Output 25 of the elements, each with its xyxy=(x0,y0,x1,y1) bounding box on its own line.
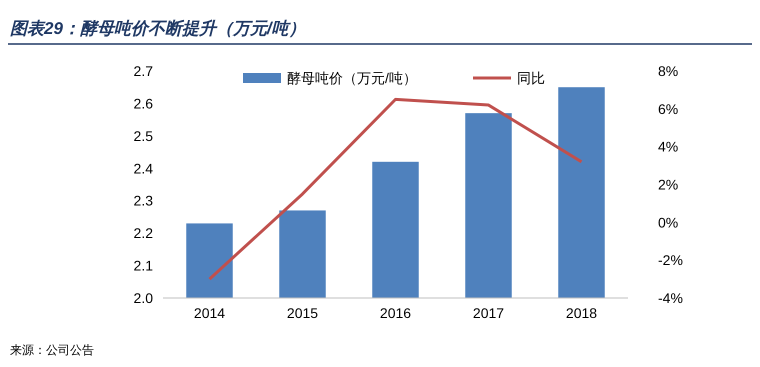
y2-tick-label: -4% xyxy=(658,290,683,306)
x-tick-label: 2017 xyxy=(472,305,504,321)
line-series xyxy=(208,98,583,281)
legend-label: 同比 xyxy=(517,70,545,86)
y2-tick-label: 4% xyxy=(658,138,678,155)
y2-tick-label: 8% xyxy=(658,63,678,79)
y-tick-label: 2.5 xyxy=(134,128,154,144)
y2-tick-label: 0% xyxy=(658,214,678,230)
y2-tick-label: 6% xyxy=(658,100,678,117)
y-tick-label: 2.1 xyxy=(134,258,154,274)
x-tick-label: 2014 xyxy=(194,305,226,321)
y-tick-label: 2.4 xyxy=(134,160,154,176)
y-tick-label: 2.6 xyxy=(134,95,154,112)
x-tick-label: 2016 xyxy=(380,305,412,321)
y-tick-label: 2.2 xyxy=(134,225,154,242)
chart-title: 图表29：酵母吨价不断提升（万元/吨） xyxy=(10,19,306,38)
y-tick-label: 2.3 xyxy=(134,192,154,209)
y2-tick-label: 2% xyxy=(658,176,678,192)
y-tick-label: 2.0 xyxy=(134,290,154,306)
legend-label: 酵母吨价（万元/吨） xyxy=(287,70,417,86)
source-note: 来源：公司公告 xyxy=(10,343,94,357)
y2-tick-label: -2% xyxy=(658,252,683,268)
y-tick-label: 2.7 xyxy=(134,63,154,79)
x-tick-label: 2018 xyxy=(566,305,598,321)
x-tick-label: 2015 xyxy=(286,305,318,321)
